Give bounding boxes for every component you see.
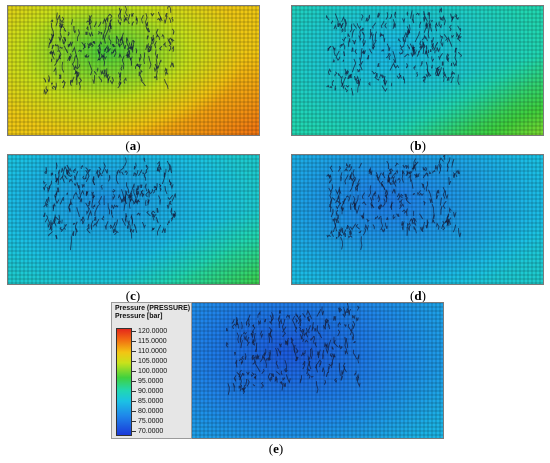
legend-tick-label: 80.0000	[138, 408, 164, 415]
pressure-field-d	[292, 155, 543, 284]
caption-d: (d)	[410, 288, 426, 303]
legend-tick	[132, 431, 136, 432]
legend-tick-label: 115.0000	[138, 338, 167, 345]
caption-a: (a)	[125, 138, 141, 153]
pressure-field-a	[8, 6, 259, 135]
legend-tick	[132, 411, 136, 412]
legend-tick	[132, 331, 136, 332]
caption-c: (c)	[125, 288, 141, 303]
pressure-map-d	[291, 154, 544, 285]
legend-tick-label: 85.0000	[138, 398, 164, 405]
legend-color-bar	[116, 328, 132, 436]
pressure-map-c	[7, 154, 260, 285]
legend-tick-label: 90.0000	[138, 388, 164, 395]
legend-tick-label: 110.0000	[138, 348, 167, 355]
legend-tick-label: 95.0000	[138, 378, 164, 385]
pressure-map-e	[191, 302, 444, 439]
legend-tick	[132, 351, 136, 352]
pressure-field-e	[192, 303, 443, 438]
legend-tick	[132, 401, 136, 402]
legend-title-line1: Pressure (PRESSURE)	[115, 305, 191, 312]
legend-tick	[132, 371, 136, 372]
legend-title: Pressure (PRESSURE) Pressure [bar]	[115, 305, 190, 321]
legend-tick	[132, 341, 136, 342]
legend-tick	[132, 391, 136, 392]
legend-title-line2: Pressure [bar]	[115, 313, 163, 320]
legend-tick	[132, 361, 136, 362]
pressure-map-b	[291, 5, 544, 136]
caption-b: (b)	[410, 138, 426, 153]
pressure-field-b	[292, 6, 543, 135]
pressure-legend: Pressure (PRESSURE) Pressure [bar] 120.0…	[111, 302, 192, 439]
legend-tick-label: 70.0000	[138, 428, 164, 435]
legend-tick-label: 75.0000	[138, 418, 164, 425]
legend-tick-label: 100.0000	[138, 368, 168, 375]
pressure-field-c	[8, 155, 259, 284]
legend-tick-label: 120.0000	[138, 328, 168, 335]
caption-e: (e)	[268, 441, 284, 456]
legend-tick	[132, 421, 136, 422]
pressure-map-a	[7, 5, 260, 136]
legend-tick	[132, 381, 136, 382]
legend-tick-label: 105.0000	[138, 358, 168, 365]
